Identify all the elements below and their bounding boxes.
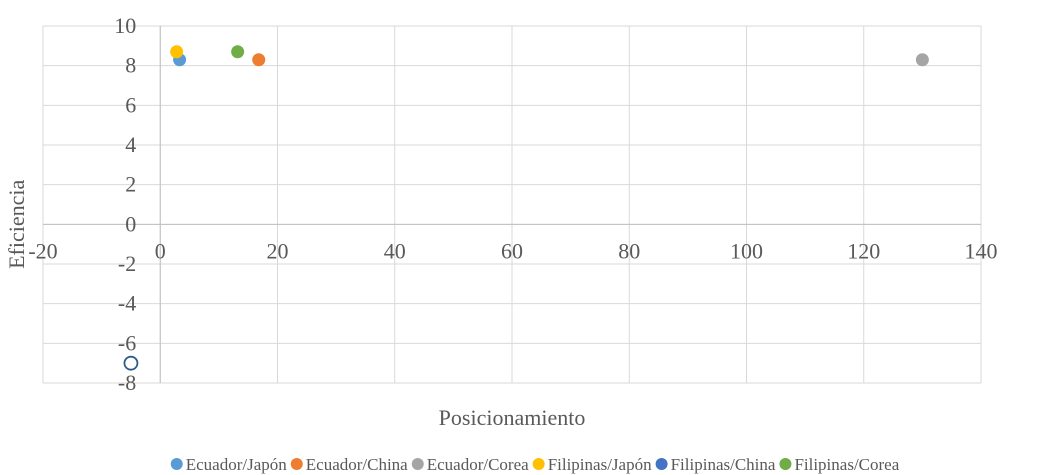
legend: Ecuador/Japón Ecuador/China Ecuador/Corea F…: [170, 455, 900, 474]
data-point: [252, 53, 266, 67]
data-point: [170, 45, 184, 59]
legend-label: Ecuador/China: [306, 455, 408, 474]
x-axis-title: Posicionamiento: [439, 405, 586, 430]
legend-item: Ecuador/Corea: [411, 455, 529, 474]
legend-marker-icon: [290, 458, 303, 470]
x-tick-label: 140: [965, 238, 998, 263]
legend-label: Filipinas/Japón: [548, 455, 652, 474]
legend-item: Filipinas/China: [655, 455, 776, 474]
legend-marker-icon: [532, 458, 545, 470]
x-tick-labels: -20 0 20 40 60 80 100 120 140: [28, 238, 997, 263]
y-axis-title: Eficiencia: [4, 180, 29, 269]
y-tick-label: 6: [125, 92, 136, 117]
legend-label: Filipinas/China: [671, 455, 776, 474]
y-tick-label: 2: [125, 172, 136, 197]
legend-marker-icon: [411, 458, 424, 470]
data-points: [123, 45, 929, 371]
y-tick-label: -4: [118, 291, 136, 316]
data-point: [915, 53, 929, 67]
y-tick-labels: 10 8 6 4 2 0 -2 -4 -6 -8: [114, 13, 136, 395]
x-tick-label: 20: [267, 238, 289, 263]
grid-lines: [42, 25, 982, 384]
x-tick-label: -20: [28, 238, 57, 263]
x-tick-label: 60: [501, 238, 523, 263]
y-tick-label: 8: [125, 53, 136, 78]
legend-item: Ecuador/China: [290, 455, 408, 474]
x-tick-label: 40: [384, 238, 406, 263]
y-tick-label: 10: [114, 13, 136, 38]
legend-marker-icon: [779, 458, 792, 470]
x-tick-label: 80: [618, 238, 640, 263]
data-point: [231, 45, 245, 59]
legend-label: Ecuador/Japón: [186, 455, 288, 474]
x-tick-label: 100: [730, 238, 763, 263]
legend-label: Filipinas/Corea: [794, 455, 899, 474]
legend-item: Ecuador/Japón: [170, 455, 288, 474]
data-point: [123, 355, 139, 371]
y-tick-label: 4: [125, 132, 136, 157]
y-tick-label: -8: [118, 370, 136, 395]
legend-label: Ecuador/Corea: [427, 455, 529, 474]
y-tick-label: -2: [118, 251, 136, 276]
x-tick-label: 0: [155, 238, 166, 263]
axes: [43, 26, 981, 383]
legend-marker-icon: [170, 458, 183, 470]
y-tick-label: 0: [125, 211, 136, 236]
legend-item: Filipinas/Corea: [779, 455, 900, 474]
legend-marker-icon: [655, 458, 668, 470]
y-tick-label: -6: [118, 330, 136, 355]
x-tick-label: 120: [847, 238, 880, 263]
legend-item: Filipinas/Japón: [532, 455, 652, 474]
